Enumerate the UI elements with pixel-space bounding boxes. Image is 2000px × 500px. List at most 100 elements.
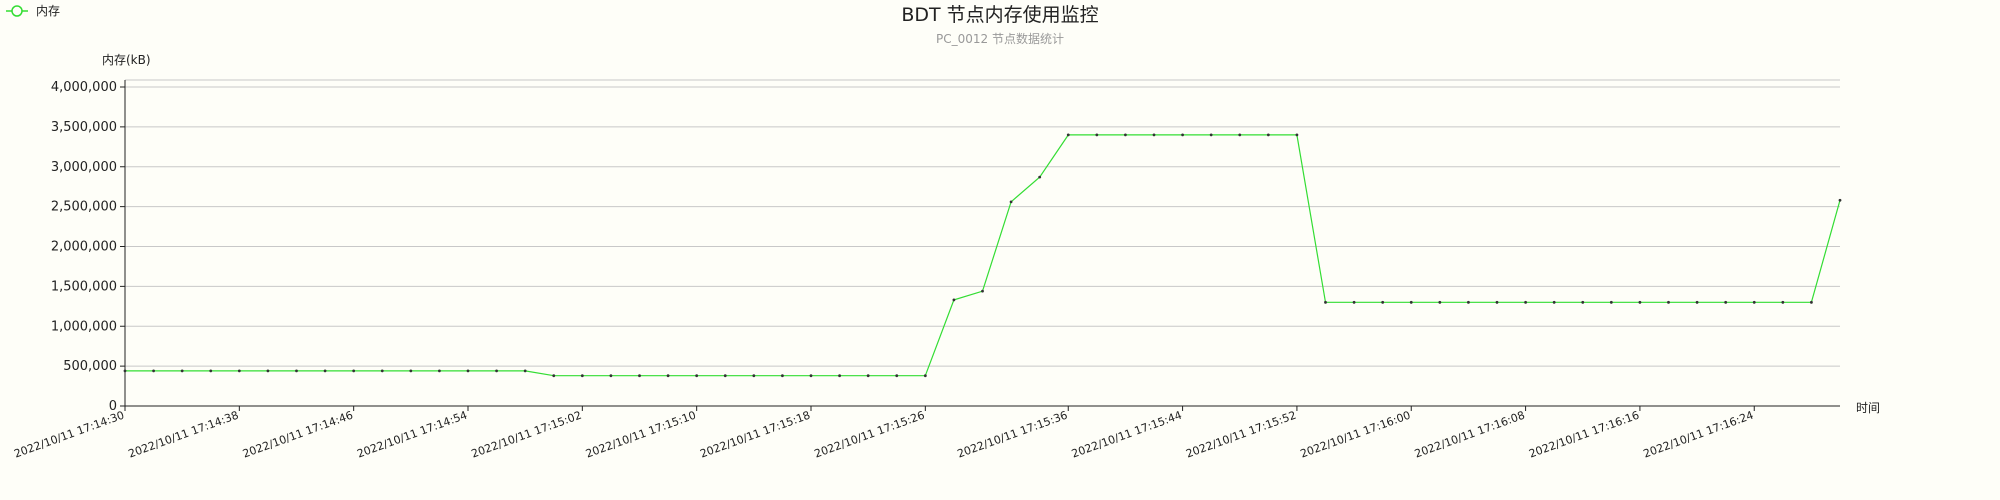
data-point[interactable]: [1724, 300, 1728, 304]
y-tick-label: 3,500,000: [51, 120, 117, 135]
legend-circle-icon: [11, 5, 23, 17]
data-point[interactable]: [809, 374, 813, 378]
data-point[interactable]: [1581, 300, 1585, 304]
data-point[interactable]: [523, 369, 527, 373]
data-point[interactable]: [152, 369, 155, 373]
data-point[interactable]: [895, 374, 899, 378]
data-point[interactable]: [495, 369, 498, 373]
data-point[interactable]: [723, 374, 727, 378]
data-point[interactable]: [552, 374, 556, 378]
data-point[interactable]: [237, 369, 241, 373]
x-tick-label: 2022/10/11 17:16:00: [1299, 409, 1413, 461]
x-tick-labels: 2022/10/11 17:14:30 2022/10/11 17:14:38 20…: [12, 409, 1755, 461]
x-tick-label: 2022/10/11 17:15:02: [470, 409, 584, 461]
data-point[interactable]: [295, 369, 298, 373]
data-point[interactable]: [409, 369, 413, 373]
data-point[interactable]: [1152, 133, 1156, 137]
y-axis-label: 内存(kB): [102, 53, 151, 67]
x-axis-label: 时间: [1856, 401, 1880, 415]
data-point[interactable]: [1295, 133, 1299, 137]
data-point[interactable]: [1181, 133, 1184, 137]
axes: [120, 80, 1840, 411]
x-tick-label: 2022/10/11 17:15:26: [813, 409, 927, 461]
data-point[interactable]: [866, 374, 870, 378]
data-point[interactable]: [781, 374, 784, 378]
series-line: [125, 134, 1841, 377]
data-point[interactable]: [638, 374, 641, 378]
data-point[interactable]: [1238, 133, 1242, 137]
x-tick-label: 2022/10/11 17:14:38: [127, 409, 241, 461]
data-point[interactable]: [123, 369, 127, 373]
x-tick-label: 2022/10/11 17:14:46: [241, 409, 355, 461]
data-point[interactable]: [952, 298, 956, 302]
data-point[interactable]: [1838, 198, 1842, 202]
data-point[interactable]: [438, 369, 441, 373]
data-point[interactable]: [1467, 300, 1470, 304]
y-tick-label: 2,500,000: [51, 200, 117, 215]
data-point[interactable]: [752, 374, 756, 378]
data-point[interactable]: [209, 369, 213, 373]
gridlines: [125, 79, 1840, 367]
data-point[interactable]: [1066, 133, 1070, 137]
data-point[interactable]: [1781, 300, 1785, 304]
data-point[interactable]: [609, 374, 613, 378]
data-point[interactable]: [923, 374, 927, 378]
data-point[interactable]: [1409, 300, 1413, 304]
y-tick-label: 4,000,000: [51, 80, 117, 95]
data-point[interactable]: [1352, 300, 1356, 304]
data-point[interactable]: [1266, 133, 1270, 137]
data-point[interactable]: [1095, 133, 1099, 137]
legend[interactable]: 内存: [6, 4, 60, 18]
data-point[interactable]: [1381, 300, 1385, 304]
data-point[interactable]: [1524, 300, 1527, 304]
data-point[interactable]: [1324, 300, 1327, 304]
y-tick-label: 500,000: [63, 359, 117, 374]
data-point[interactable]: [1695, 300, 1699, 304]
data-point[interactable]: [1495, 300, 1499, 304]
data-point[interactable]: [1438, 300, 1442, 304]
data-point[interactable]: [666, 374, 670, 378]
data-point[interactable]: [838, 374, 841, 378]
x-tick-label: 2022/10/11 17:15:44: [1070, 409, 1184, 461]
y-tick-label: 1,000,000: [51, 319, 117, 334]
data-point[interactable]: [1752, 300, 1756, 304]
data-point[interactable]: [1667, 300, 1670, 304]
chart-subtitle: PC_0012 节点数据统计: [936, 31, 1064, 46]
chart-title: BDT 节点内存使用监控: [901, 4, 1098, 26]
data-point[interactable]: [180, 369, 184, 373]
data-point[interactable]: [580, 374, 584, 378]
x-tick-label: 2022/10/11 17:16:08: [1413, 409, 1527, 461]
series-memory: [123, 133, 1842, 378]
data-point[interactable]: [1009, 200, 1013, 204]
data-point[interactable]: [1638, 300, 1642, 304]
y-tick-label: 3,000,000: [51, 160, 117, 175]
x-tick-label: 2022/10/11 17:16:24: [1642, 409, 1756, 461]
data-point[interactable]: [323, 369, 327, 373]
x-tick-label: 2022/10/11 17:15:36: [956, 409, 1070, 461]
data-point[interactable]: [1038, 175, 1042, 179]
data-point[interactable]: [466, 369, 470, 373]
y-tick-labels: 0 500,000 1,000,000 1,500,000 2,000,000 2,500…: [51, 80, 117, 414]
x-tick-label: 2022/10/11 17:15:18: [698, 409, 812, 461]
x-tick-label: 2022/10/11 17:14:30: [12, 409, 126, 461]
data-point[interactable]: [1209, 133, 1213, 137]
x-tick-label: 2022/10/11 17:14:54: [355, 409, 469, 461]
data-point[interactable]: [266, 369, 270, 373]
data-point[interactable]: [352, 369, 356, 373]
data-point[interactable]: [1124, 133, 1127, 137]
x-tick-label: 2022/10/11 17:15:52: [1184, 409, 1298, 461]
data-point[interactable]: [1810, 300, 1813, 304]
x-tick-label: 2022/10/11 17:15:10: [584, 409, 698, 461]
legend-label: 内存: [36, 4, 60, 18]
data-point[interactable]: [1609, 300, 1613, 304]
y-tick-label: 1,500,000: [51, 279, 117, 294]
data-point[interactable]: [380, 369, 384, 373]
y-tick-label: 2,000,000: [51, 240, 117, 255]
data-point[interactable]: [1552, 300, 1556, 304]
x-tick-label: 2022/10/11 17:16:16: [1527, 409, 1641, 461]
data-point[interactable]: [981, 289, 984, 293]
y-tick-label: 0: [109, 399, 117, 414]
data-point[interactable]: [695, 374, 699, 378]
